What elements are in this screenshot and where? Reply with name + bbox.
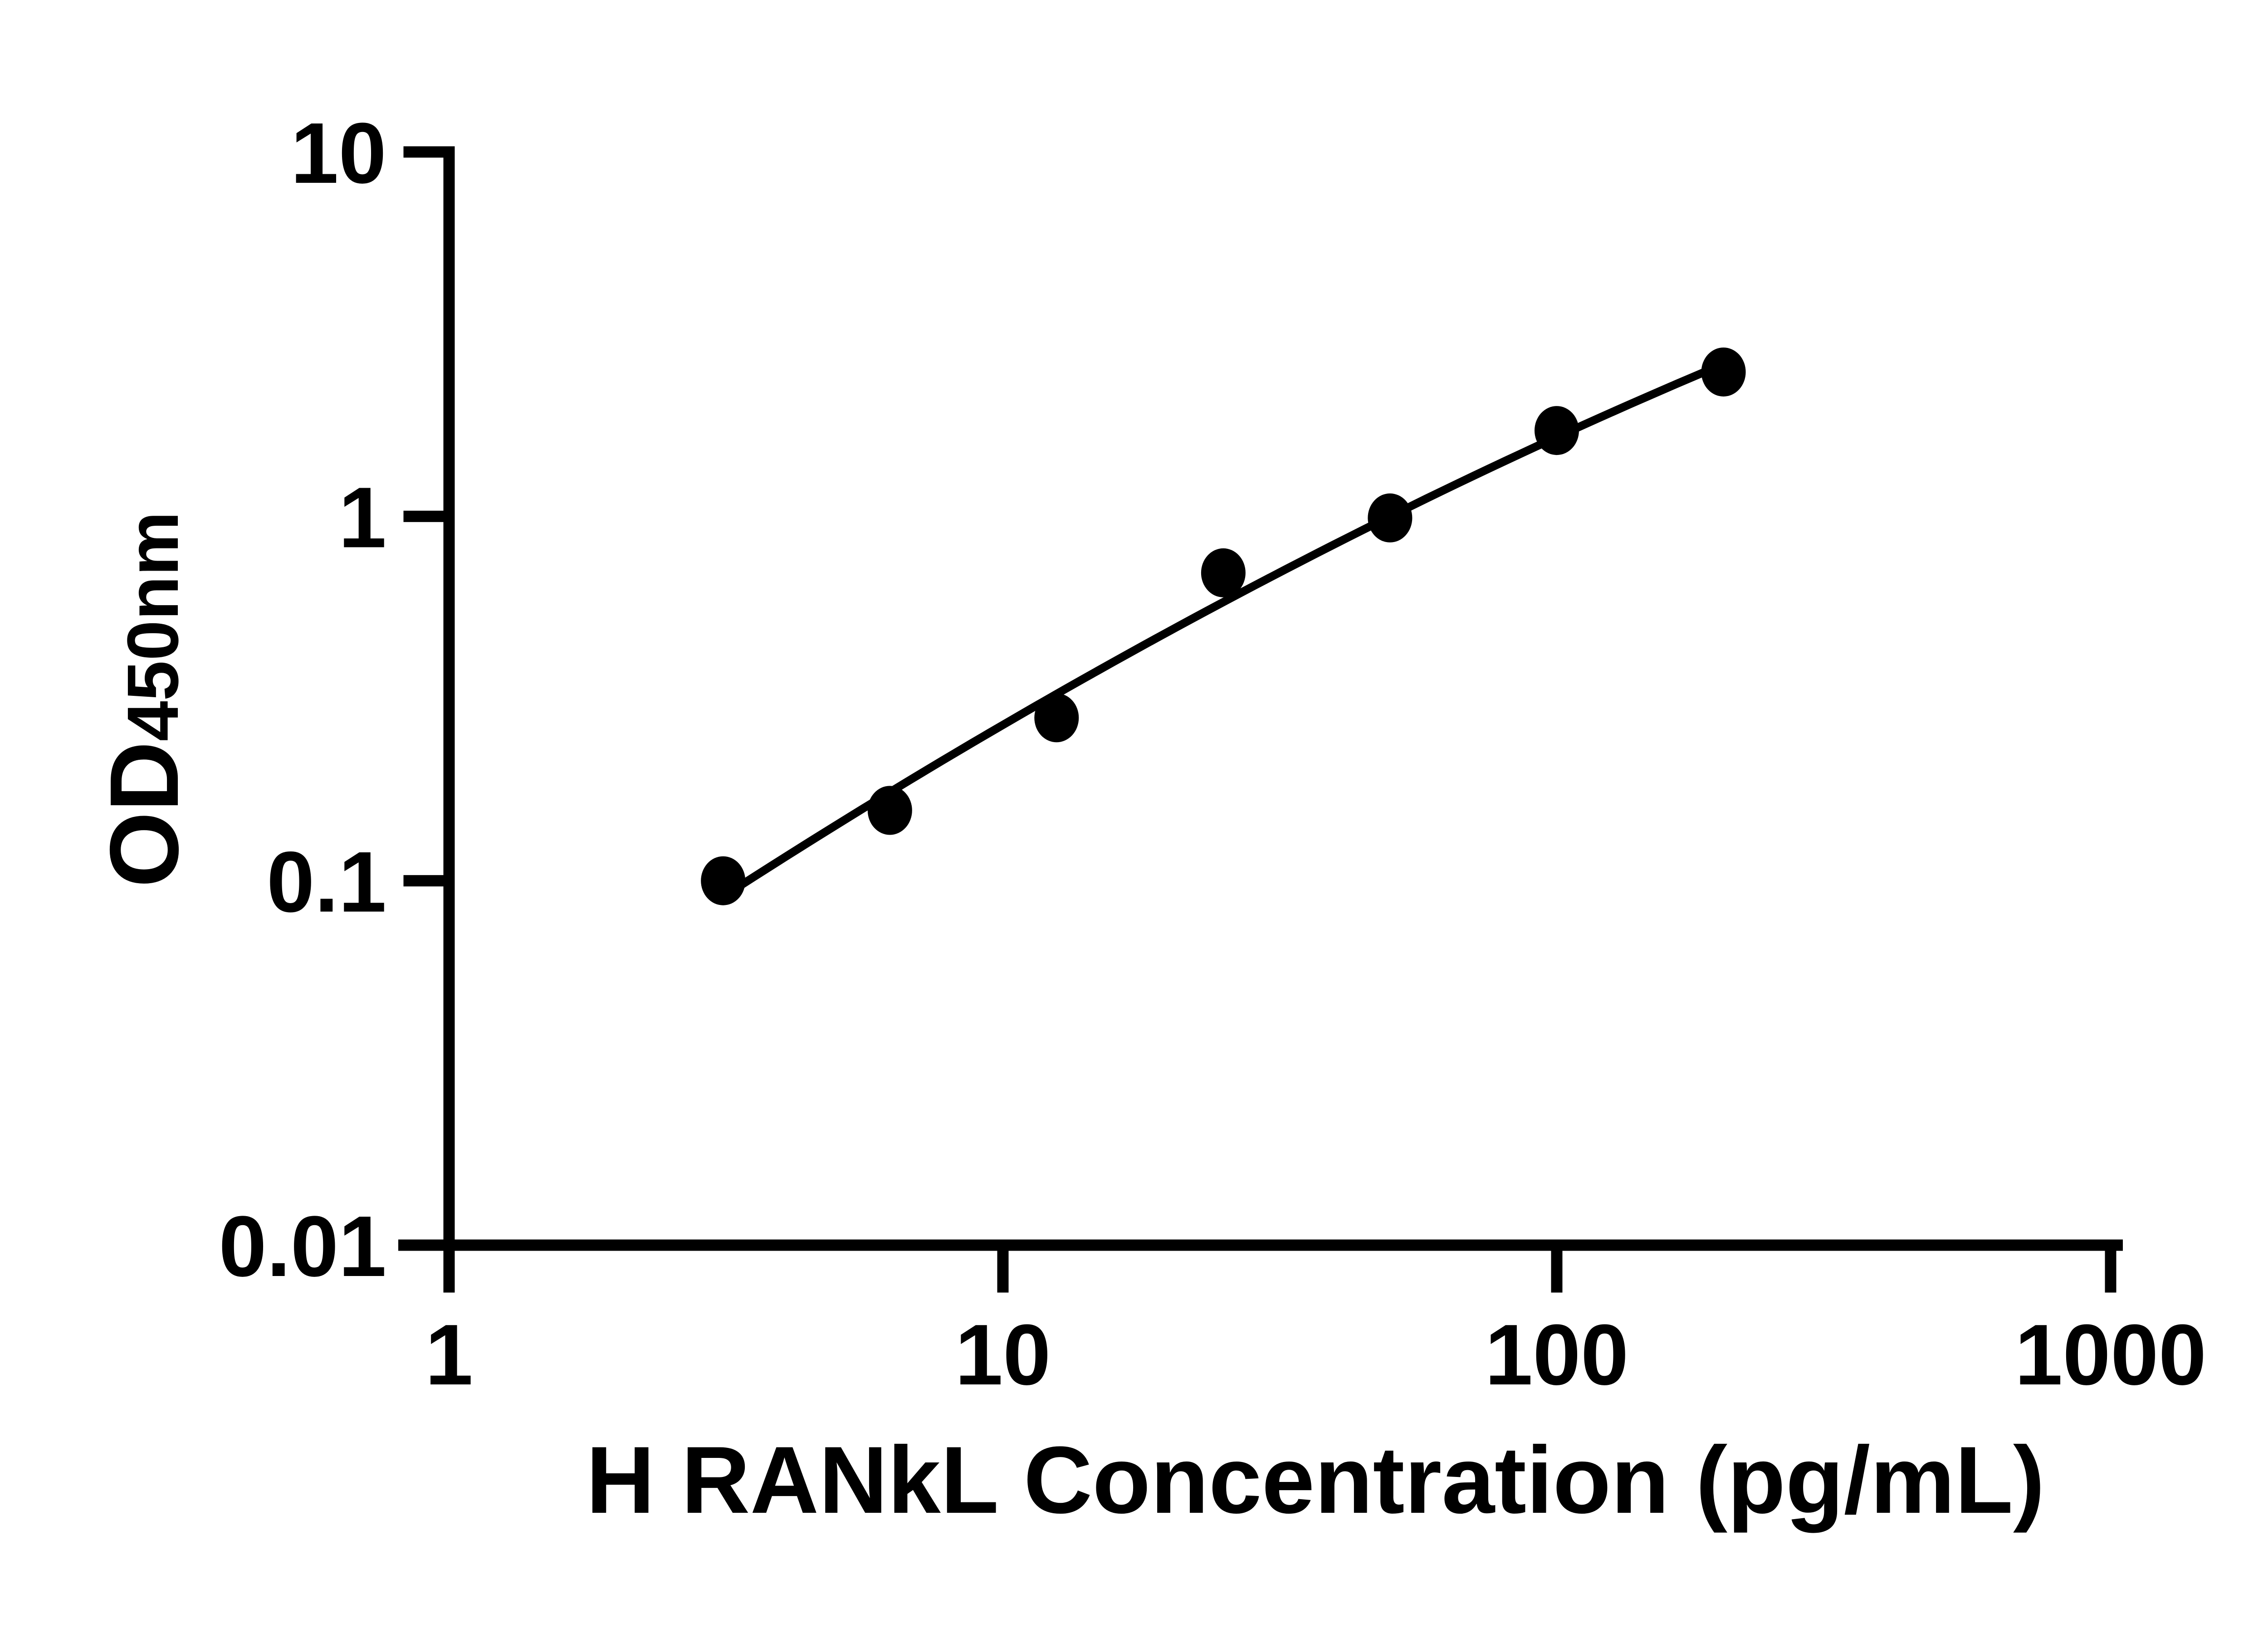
y-tick-labels: 10 1 0.1 0.01 [219, 105, 386, 1295]
x-tick [997, 1251, 1009, 1293]
y-tick-label: 0.01 [219, 1198, 386, 1295]
data-point [701, 856, 746, 905]
x-tick [2105, 1251, 2116, 1293]
y-tick-label: 10 [291, 105, 386, 201]
x-axis-title: H RANkL Concentration (pg/mL) [586, 1427, 2045, 1533]
data-point [1535, 406, 1579, 455]
y-axis-ticks [403, 146, 444, 1251]
data-points [701, 347, 1746, 905]
y-tick-label: 0.1 [267, 834, 386, 930]
x-axis-spine [398, 1239, 2123, 1251]
x-tick [443, 1251, 455, 1293]
x-tick-label: 10 [955, 1307, 1051, 1403]
data-point [867, 786, 912, 835]
x-tick-label: 1000 [2015, 1307, 2207, 1403]
x-axis-ticks [443, 1251, 2116, 1293]
y-tick [403, 510, 444, 522]
data-point [1368, 493, 1413, 543]
y-axis-spine [443, 146, 455, 1251]
y-axis-title: OD450nm [89, 511, 199, 887]
axes [398, 146, 2123, 1251]
data-point [1201, 548, 1246, 597]
y-tick [403, 875, 444, 887]
x-tick-label: 100 [1485, 1307, 1628, 1403]
data-point [1034, 693, 1079, 743]
x-tick-labels: 1 10 100 1000 [425, 1307, 2206, 1403]
y-axis-title-subscript: 450nm [112, 511, 193, 741]
y-tick [403, 146, 444, 158]
x-tick-label: 1 [425, 1307, 473, 1403]
data-point [1701, 347, 1746, 397]
y-tick [403, 1239, 444, 1251]
y-tick-label: 1 [338, 469, 386, 566]
y-axis-title-main: OD [89, 741, 199, 888]
x-tick [1551, 1251, 1563, 1293]
